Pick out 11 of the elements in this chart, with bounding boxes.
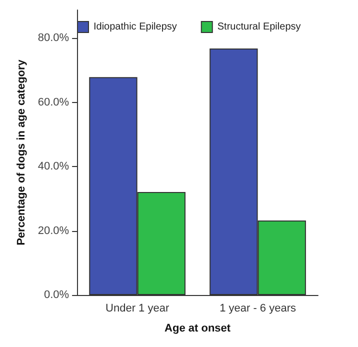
y-tick-label: 60.0% (38, 96, 70, 108)
legend-label: Idiopathic Epilepsy (94, 22, 177, 32)
y-tick-label: 20.0% (38, 224, 70, 237)
y-tick-label: 0.0% (44, 289, 70, 301)
y-tick-label: 40.0% (38, 160, 70, 173)
x-tick-label: Under 1 year (106, 302, 170, 314)
y-tick-label: 80.0% (38, 32, 70, 44)
x-axis-title: Age at onset (164, 322, 231, 334)
x-tick-label: 1 year - 6 years (220, 302, 296, 314)
y-axis-title: Percentage of dogs in age category (16, 58, 28, 246)
legend-label: Structural Epilepsy (217, 22, 301, 32)
